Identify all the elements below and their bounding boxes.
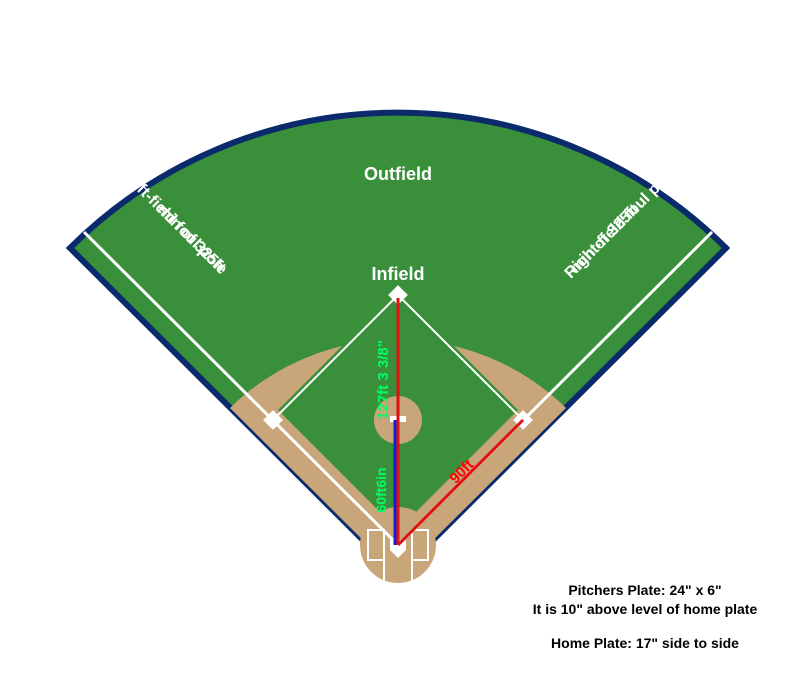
note-pitchers-plate-2: It is 10" above level of home plate [533, 601, 758, 617]
dim-home-to-mound: 60ft6in [373, 467, 389, 512]
note-pitchers-plate-1: Pitchers Plate: 24" x 6" [568, 582, 721, 598]
infield-label: Infield [372, 264, 425, 284]
center-fence-label-1: Center-field fence [314, 35, 483, 57]
dim-home-to-second: 127ft 3 3/8" [375, 340, 392, 420]
coach-box-right [540, 434, 582, 476]
baseball-field-diagram: Center-field fence min of 400ft Outfield… [0, 0, 797, 681]
note-home-plate: Home Plate: 17" side to side [551, 635, 739, 651]
outfield-label: Outfield [364, 164, 432, 184]
coach-box-left [214, 434, 256, 476]
center-fence-label-2: min of 400ft [342, 59, 455, 81]
